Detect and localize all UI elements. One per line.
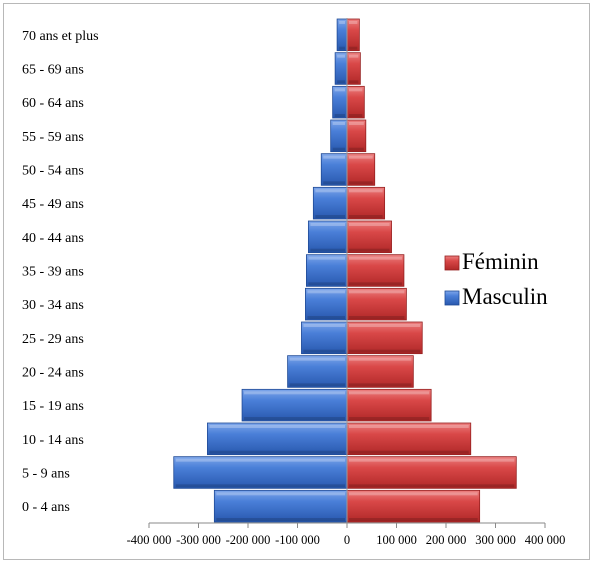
bar-feminin-2 [346,422,472,456]
category-label-1: 5 - 9 ans [22,467,70,482]
category-label-8: 40 - 44 ans [22,231,84,246]
x-tick-label-8: 400 000 [525,533,566,547]
bar-masculin-1 [173,456,348,489]
category-label-3: 15 - 19 ans [22,399,84,414]
category-label-6: 30 - 34 ans [22,298,84,313]
bar-masculin-6 [305,287,348,321]
bar-masculin-5 [301,321,348,355]
x-tick-label-7: 300 000 [475,533,516,547]
bar-masculin-7 [306,254,348,287]
chart-frame: -400 000 -300 000 -200 000 -100 000 0 100 000… [3,3,590,560]
category-label-11: 55 - 59 ans [22,130,84,145]
bar-feminin-14 [346,18,360,52]
x-tick-label-6: 200 000 [426,533,467,547]
bar-masculin-12 [332,85,348,119]
legend-swatch-masculin [444,290,460,306]
bar-feminin-3 [346,388,432,422]
bar-masculin-3 [241,388,348,422]
bar-feminin-12 [346,85,365,119]
bar-masculin-10 [320,153,348,186]
bar-masculin-4 [287,355,348,388]
category-label-0: 0 - 4 ans [22,500,70,515]
legend-swatch-feminin [444,255,460,271]
x-axis: -400 000 -300 000 -200 000 -100 000 0 100 000… [127,18,566,547]
x-tick-label-5: 100 000 [376,533,417,547]
population-pyramid-chart: -400 000 -300 000 -200 000 -100 000 0 100 000… [22,18,566,547]
x-tick-label-1: -300 000 [176,533,221,547]
bar-masculin-11 [330,119,348,153]
legend-item-feminin: Féminin [444,249,539,274]
category-label-13: 65 - 69 ans [22,63,84,78]
legend-label-feminin: Féminin [462,249,539,274]
category-axis: 0 - 4 ans 5 - 9 ans 10 - 14 ans 15 - 19 ans… [22,29,99,515]
x-tick-label-4: 0 [344,533,350,547]
bar-feminin-11 [346,119,367,153]
bar-feminin-0 [346,489,481,523]
bar-feminin-9 [346,186,386,220]
bar-masculin-8 [307,220,348,254]
x-tick-label-2: -200 000 [226,533,271,547]
bar-masculin-9 [312,186,348,220]
bar-masculin-0 [213,489,348,523]
category-label-12: 60 - 64 ans [22,96,84,111]
category-label-14: 70 ans et plus [22,29,99,44]
bar-feminin-10 [346,153,376,186]
category-label-2: 10 - 14 ans [22,433,84,448]
category-label-10: 50 - 54 ans [22,164,84,179]
category-label-5: 25 - 29 ans [22,332,84,347]
legend-item-masculin: Masculin [444,284,548,309]
bar-feminin-5 [346,321,423,355]
legend-label-masculin: Masculin [462,284,548,309]
bar-feminin-6 [346,287,407,321]
bar-masculin-13 [334,52,348,85]
x-tick-label-0: -400 000 [127,533,172,547]
bar-feminin-13 [346,52,361,85]
category-label-4: 20 - 24 ans [22,366,84,381]
x-tick-label-3: -100 000 [275,533,320,547]
category-label-7: 35 - 39 ans [22,265,84,280]
bar-feminin-1 [346,456,517,489]
legend: Féminin Masculin [444,249,548,309]
bar-feminin-8 [346,220,392,254]
bar-masculin-14 [336,18,348,52]
bar-feminin-7 [346,254,405,287]
bar-masculin-2 [207,422,348,456]
bar-feminin-4 [346,355,414,388]
bars-layer [173,18,517,523]
category-label-9: 45 - 49 ans [22,197,84,212]
